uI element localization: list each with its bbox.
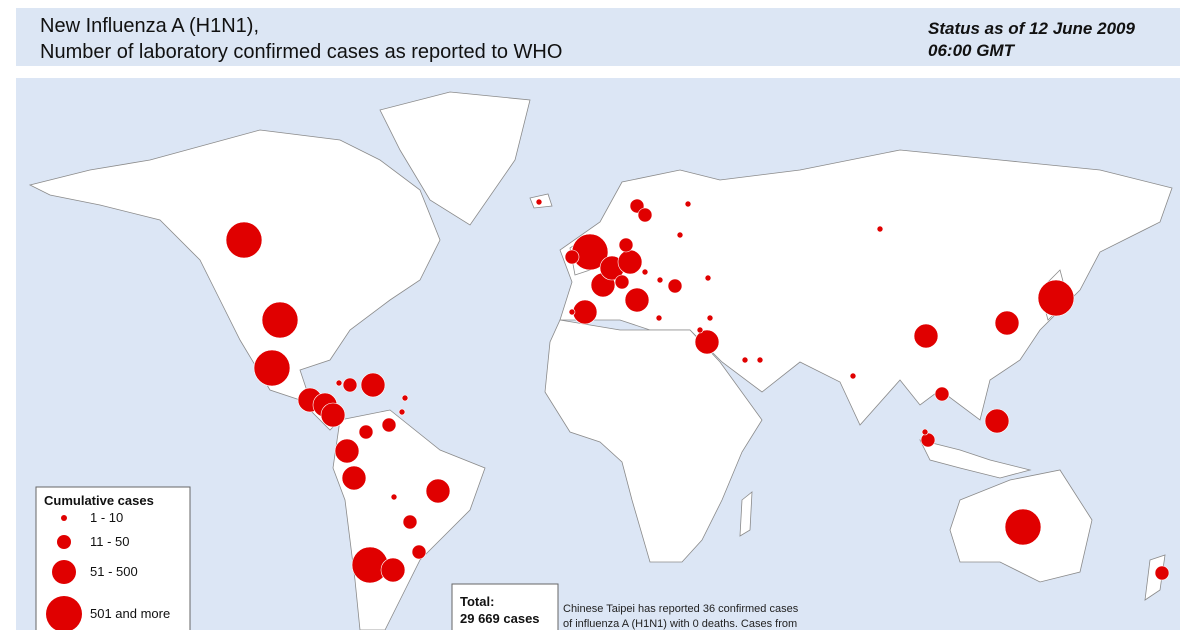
case-marker	[358, 424, 374, 440]
legend-symbol	[57, 535, 71, 549]
indonesia	[919, 439, 1032, 479]
case-marker	[984, 408, 1010, 434]
legend-symbol	[46, 596, 82, 632]
legend-label: 501 and more	[90, 606, 170, 621]
case-marker	[225, 221, 263, 259]
legend-label: 51 - 500	[90, 564, 138, 579]
case-marker	[694, 329, 720, 355]
case-marker	[342, 377, 358, 393]
case-markers	[225, 198, 1170, 584]
legend-title: Cumulative cases	[44, 493, 154, 508]
legend-symbol	[52, 560, 76, 584]
legend-label: 11 - 50	[90, 534, 130, 549]
case-marker	[614, 274, 630, 290]
madagascar	[739, 491, 753, 537]
case-marker	[381, 417, 397, 433]
case-marker	[253, 349, 291, 387]
case-marker	[1154, 565, 1170, 581]
case-marker	[676, 231, 684, 239]
legend-label: 1 - 10	[90, 510, 123, 525]
case-marker	[401, 394, 409, 402]
case-marker	[261, 301, 299, 339]
greenland	[379, 91, 531, 226]
case-marker	[667, 278, 683, 294]
case-marker	[535, 198, 543, 206]
case-marker	[617, 249, 643, 275]
total-label: Total:	[460, 594, 494, 609]
note-line: of influenza A (H1N1) with 0 deaths. Cas…	[563, 618, 797, 630]
case-marker	[934, 386, 950, 402]
case-marker	[411, 544, 427, 560]
case-marker	[684, 200, 692, 208]
case-marker	[572, 299, 598, 325]
case-marker	[360, 372, 386, 398]
case-marker	[655, 314, 663, 322]
case-marker	[1004, 508, 1042, 546]
case-marker	[849, 372, 857, 380]
status-line: 06:00 GMT	[928, 41, 1016, 60]
title-line: Number of laboratory confirmed cases as …	[40, 41, 562, 63]
legend-symbol	[61, 515, 67, 521]
status-line: Status as of 12 June 2009	[928, 19, 1135, 38]
case-marker	[756, 356, 764, 364]
case-marker	[1037, 279, 1075, 317]
total-cases: 29 669 cases	[460, 611, 540, 626]
case-marker	[568, 308, 576, 316]
case-marker	[656, 276, 664, 284]
case-marker	[637, 207, 653, 223]
case-marker	[335, 379, 343, 387]
case-marker	[425, 478, 451, 504]
case-marker	[402, 514, 418, 530]
case-marker	[696, 326, 704, 334]
case-marker	[876, 225, 884, 233]
case-marker	[921, 428, 929, 436]
case-marker	[398, 408, 406, 416]
total-box	[451, 583, 559, 635]
case-marker	[641, 268, 649, 276]
case-marker	[920, 432, 936, 448]
case-marker	[564, 249, 580, 265]
case-marker	[380, 557, 406, 583]
case-marker	[994, 310, 1020, 336]
case-marker	[624, 287, 650, 313]
case-marker	[913, 323, 939, 349]
case-marker	[320, 402, 346, 428]
legend-items: 1 - 10 11 - 50 51 - 500 501 and more	[46, 510, 170, 632]
eurasia	[559, 149, 1173, 426]
case-marker	[334, 438, 360, 464]
case-marker	[741, 356, 749, 364]
case-marker	[341, 465, 367, 491]
case-marker	[706, 314, 714, 322]
case-marker	[390, 493, 398, 501]
case-marker	[704, 274, 712, 282]
title-line: New Influenza A (H1N1),	[40, 15, 259, 37]
case-marker	[618, 237, 634, 253]
header-band	[16, 8, 1180, 66]
note-line: Chinese Taipei has reported 36 confirmed…	[563, 603, 799, 615]
